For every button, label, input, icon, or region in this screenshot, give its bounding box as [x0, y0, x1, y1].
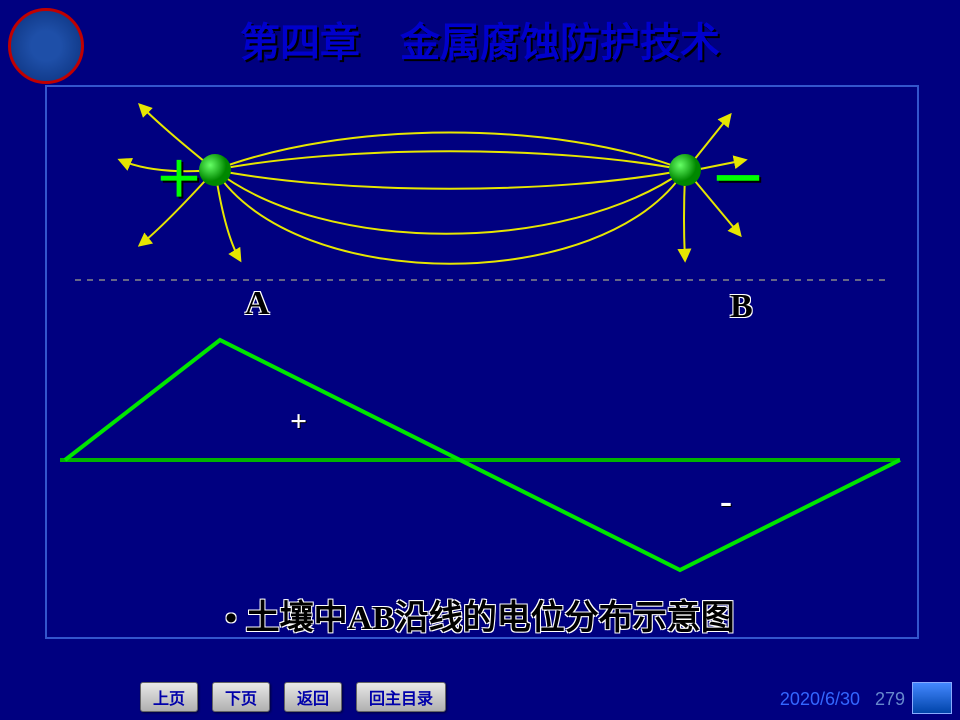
- nav-bar: 上页 下页 返回 回主目录: [140, 682, 446, 712]
- home-button[interactable]: 回主目录: [356, 682, 446, 712]
- footer-decoration-icon: [912, 682, 952, 714]
- chapter-title: 第四章 金属腐蚀防护技术: [0, 10, 960, 68]
- footer-date: 2020/6/30: [780, 689, 860, 710]
- diagram-caption: • 土壤中AB沿线的电位分布示意图: [0, 590, 960, 639]
- negative-electrode-label: －: [710, 135, 766, 216]
- point-a-label: A: [245, 285, 270, 323]
- point-b-label: B: [730, 288, 753, 326]
- positive-electrode-label: ＋: [155, 140, 203, 210]
- next-button[interactable]: 下页: [212, 682, 270, 712]
- slide: 第四章 金属腐蚀防护技术 ＋ － A B + - • 土壤中AB沿线的电位分布示…: [0, 0, 960, 720]
- prev-button[interactable]: 上页: [140, 682, 198, 712]
- footer-page: 279: [875, 689, 905, 710]
- positive-region-label: +: [290, 405, 307, 439]
- negative-region-label: -: [720, 480, 732, 522]
- back-button[interactable]: 返回: [284, 682, 342, 712]
